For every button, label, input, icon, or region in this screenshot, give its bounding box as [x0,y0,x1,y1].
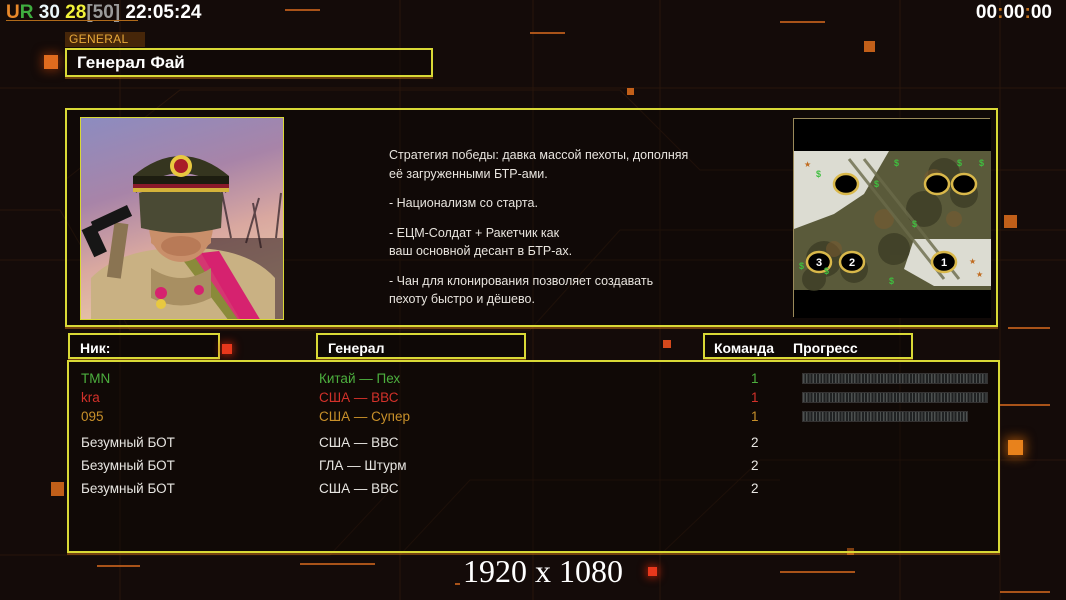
svg-text:★: ★ [976,270,983,279]
svg-text:$: $ [889,276,894,286]
svg-text:$: $ [912,219,917,229]
svg-text:★: ★ [804,160,811,169]
svg-text:1: 1 [941,257,947,269]
svg-text:2: 2 [849,257,855,269]
svg-text:$: $ [957,158,962,168]
svg-text:★: ★ [969,257,976,266]
svg-text:$: $ [824,266,829,276]
svg-text:3: 3 [816,257,822,269]
svg-text:$: $ [874,179,879,189]
svg-text:$: $ [894,158,899,168]
svg-text:$: $ [799,261,804,271]
svg-text:$: $ [979,158,984,168]
svg-text:$: $ [816,169,821,179]
